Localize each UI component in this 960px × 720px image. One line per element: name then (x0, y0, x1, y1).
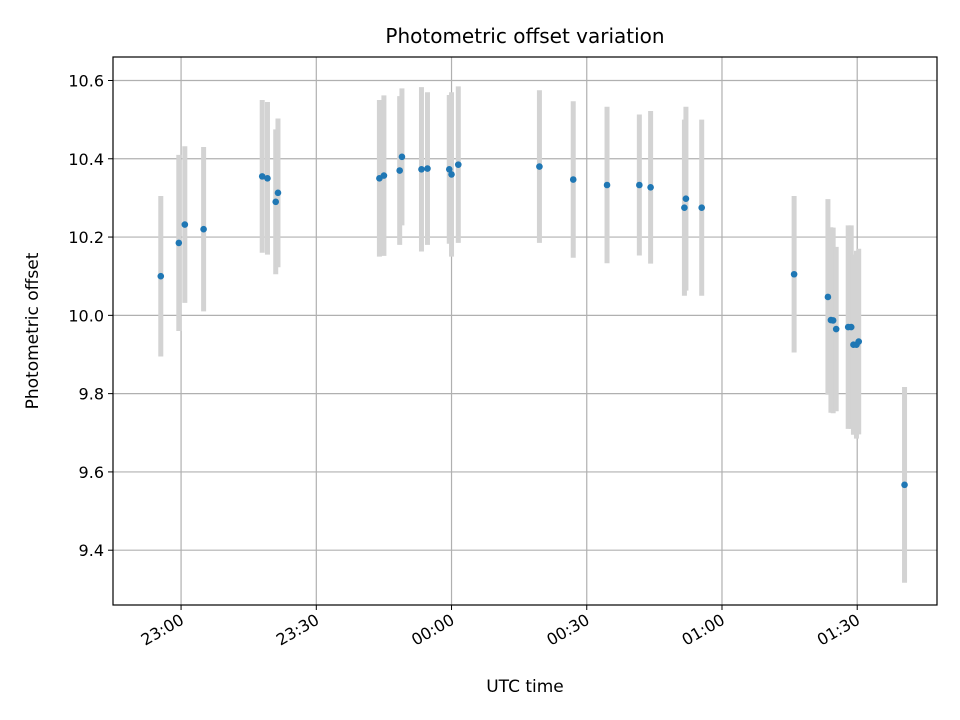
y-tick-label: 9.6 (79, 463, 104, 482)
data-point (448, 171, 455, 178)
data-point (380, 172, 388, 179)
data-point (829, 317, 837, 324)
data-point (681, 204, 688, 211)
data-point (424, 165, 431, 172)
data-point (200, 225, 207, 233)
data-point (175, 239, 183, 247)
data-point (181, 221, 189, 228)
data-point (847, 323, 855, 331)
data-point (682, 195, 690, 202)
y-tick-label: 9.8 (79, 385, 104, 404)
data-point (832, 325, 840, 333)
y-tick-label: 9.4 (79, 541, 104, 560)
y-tick-label: 10.2 (68, 228, 104, 247)
data-point (647, 184, 654, 191)
data-point (454, 161, 462, 168)
data-point (855, 338, 863, 345)
data-point (258, 173, 266, 180)
y-axis-ticks: 9.4 9.6 9.8 10.0 10.2 10.4 10.6 (68, 71, 113, 560)
y-tick-label: 10.6 (68, 71, 104, 90)
data-point (790, 270, 798, 278)
x-axis-title: UTC time (486, 677, 564, 697)
data-point (901, 481, 908, 489)
data-point (636, 181, 643, 189)
data-point (157, 272, 165, 280)
data-point (698, 204, 706, 211)
y-axis-title: Photometric offset (23, 252, 43, 409)
data-point (272, 198, 280, 206)
data-point (569, 176, 577, 183)
data-point (824, 293, 832, 301)
data-point (418, 166, 425, 173)
plot-frame (112, 56, 938, 606)
data-point (603, 181, 611, 189)
data-point (445, 166, 453, 173)
data-point (274, 189, 282, 197)
data-point (398, 153, 406, 161)
y-tick-label: 10.0 (68, 306, 104, 325)
data-points (157, 153, 908, 489)
y-tick-label: 10.4 (68, 150, 104, 169)
data-point (264, 175, 271, 182)
data-point (536, 163, 543, 170)
data-point (396, 167, 403, 174)
chart-title: Photometric offset variation (385, 24, 664, 48)
